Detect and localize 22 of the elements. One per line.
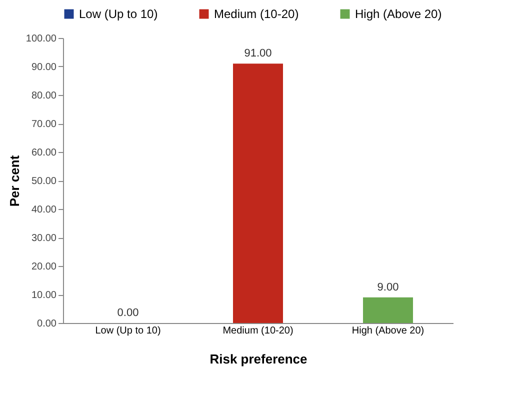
x-tick-label: Medium (10-20) (222, 326, 294, 336)
data-label: 0.00 (117, 307, 139, 319)
y-tick-label: 30.00 (31, 233, 57, 244)
x-axis-title: Risk preference (210, 352, 308, 366)
y-tick-label: 10.00 (31, 290, 57, 301)
y-tick-label: 0.00 (37, 318, 57, 330)
y-tick-label: 80.00 (31, 90, 57, 102)
data-label: 91.00 (244, 48, 272, 60)
x-tick-label: High (Above 20) (352, 326, 424, 336)
y-tick-label: 90.00 (31, 62, 57, 73)
x-tick-label: Low (Up to 10) (95, 326, 161, 336)
y-tick-label: 50.00 (31, 176, 57, 187)
y-axis-title: Per cent (6, 154, 22, 207)
data-label: 9.00 (377, 281, 399, 294)
legend-label: Low (Up to 10) (79, 7, 158, 21)
legend-label: High (Above 20) (355, 7, 442, 21)
y-tick-label: 40.00 (31, 204, 57, 216)
y-tick-label: 60.00 (31, 148, 57, 158)
y-tick-label: 70.00 (31, 119, 57, 130)
legend-label: Medium (10-20) (214, 7, 299, 21)
y-tick-label: 100.00 (26, 34, 57, 44)
y-tick-label: 20.00 (31, 262, 57, 272)
